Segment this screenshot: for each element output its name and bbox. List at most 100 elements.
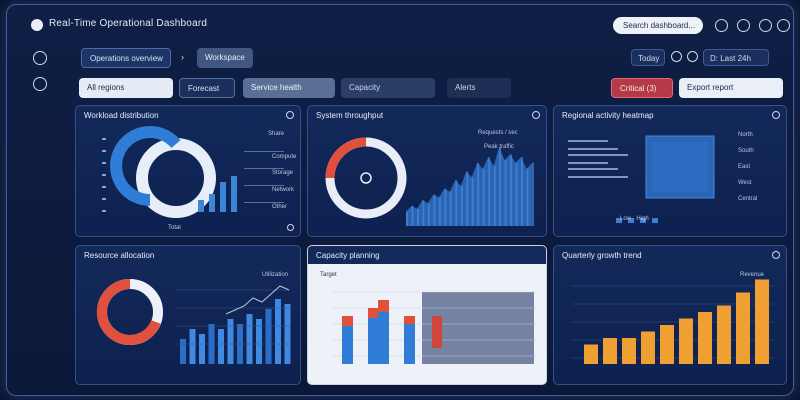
home-icon[interactable]	[33, 51, 47, 65]
bar	[679, 318, 693, 364]
clock-icon[interactable]	[687, 51, 698, 62]
panel-title: Regional activity heatmap	[562, 111, 654, 120]
bar	[404, 316, 415, 364]
bar	[736, 292, 750, 364]
area-column	[449, 191, 452, 226]
legend-title: Utilization	[262, 272, 289, 278]
axis-tick	[102, 174, 106, 176]
user-icon[interactable]	[759, 19, 772, 32]
bar-highlight	[432, 316, 442, 348]
bar	[641, 331, 655, 364]
area-column	[438, 197, 441, 226]
area-column	[521, 157, 523, 226]
analytics-icon[interactable]	[33, 77, 47, 91]
filter-forecast[interactable]: Forecast	[179, 78, 235, 98]
panel-header-bar	[308, 246, 546, 264]
legend-title: Share	[268, 131, 285, 137]
range-select[interactable]: D: Last 24h	[703, 49, 769, 66]
bar	[209, 194, 215, 212]
search-input[interactable]: Search dashboard...	[613, 17, 703, 34]
filter-alerts[interactable]: Alerts	[447, 78, 511, 98]
panel-resource-allocation: Resource allocation Utilization	[75, 245, 301, 385]
area-column	[488, 157, 491, 226]
critical-alerts-button[interactable]: Critical (3)	[611, 78, 673, 98]
area-column	[499, 147, 502, 226]
axis-tick	[102, 138, 106, 140]
legend-item: Storage	[272, 170, 294, 176]
donut-segment-accent	[325, 137, 367, 179]
panel-title: Resource allocation	[84, 251, 155, 260]
bar	[256, 319, 262, 364]
area-column	[411, 205, 414, 226]
bar	[199, 334, 205, 364]
view-selector[interactable]: Operations overview	[81, 48, 171, 68]
notification-icon[interactable]	[715, 19, 728, 32]
legend-item: Other	[272, 204, 288, 210]
panel-title: System throughput	[316, 111, 384, 120]
bar	[231, 176, 237, 212]
filter-capacity[interactable]: Capacity	[341, 78, 435, 98]
app-title: Real-Time Operational Dashboard	[49, 18, 208, 29]
legend-item: Peak traffic	[484, 144, 514, 150]
panel-footer-label: Total	[168, 225, 181, 231]
filter-region[interactable]: All regions	[79, 78, 173, 98]
bar	[717, 305, 731, 364]
heatmap-row-label	[568, 176, 628, 178]
resource-chart	[96, 278, 291, 364]
bar	[622, 338, 636, 364]
filter-service-health[interactable]: Service health	[243, 78, 335, 98]
panel-menu-icon[interactable]	[772, 251, 780, 259]
legend-item: East	[738, 164, 751, 170]
chevron-right-icon: ›	[181, 52, 184, 62]
area-column	[493, 165, 496, 226]
scale-chip	[652, 218, 658, 223]
logo-icon	[31, 19, 43, 31]
workload-chart	[102, 126, 237, 218]
bar	[180, 339, 186, 364]
legend-item: South	[738, 148, 754, 154]
legend-item: West	[738, 180, 752, 186]
refresh-icon[interactable]	[671, 51, 682, 62]
bar-cap	[378, 300, 389, 312]
bar	[189, 329, 196, 364]
axis-tick	[102, 210, 106, 212]
bar	[198, 200, 204, 212]
area-column	[455, 180, 458, 226]
legend-title: Target	[320, 272, 337, 278]
axis-tick	[102, 186, 106, 188]
scale-chip	[628, 218, 634, 223]
legend-item: North	[738, 132, 753, 138]
menu-icon[interactable]	[777, 19, 790, 32]
legend-item: Central	[738, 196, 758, 202]
settings-icon[interactable]	[737, 19, 750, 32]
heatmap-row-label	[568, 140, 608, 142]
panel-menu-icon[interactable]	[772, 111, 780, 119]
area-column	[515, 162, 518, 226]
heatmap-row-label	[568, 148, 618, 150]
legend-title: Requests / sec	[478, 130, 518, 136]
area-column	[526, 168, 529, 226]
expand-icon[interactable]	[287, 224, 294, 231]
legend-item: Compute	[272, 154, 297, 160]
panel-workload: Workload distribution Share Compute Stor…	[75, 105, 301, 237]
export-report-button[interactable]: Export report	[679, 78, 783, 98]
period-select[interactable]: Today	[631, 49, 665, 66]
bar	[584, 344, 598, 364]
bar-cap	[368, 308, 379, 318]
panel-menu-icon[interactable]	[286, 111, 294, 119]
donut-segment-accent	[96, 278, 161, 345]
bar	[342, 316, 353, 364]
panel-heatmap: Regional activity heatmap North South Ea…	[553, 105, 787, 237]
bar	[246, 314, 253, 364]
panel-capacity: Capacity planning Capacity planning Targ…	[307, 245, 547, 385]
heatmap-row-label	[568, 162, 608, 164]
panel-throughput: System throughput Requests / sec Peak tr…	[307, 105, 547, 237]
legend-title: Revenue	[740, 272, 765, 278]
area-column	[477, 162, 480, 226]
scale-chip	[640, 218, 646, 223]
area-column	[471, 177, 474, 226]
bar	[660, 325, 674, 364]
tab-workspace[interactable]: Workspace	[197, 48, 253, 68]
panel-menu-icon[interactable]	[532, 111, 540, 119]
bar-cap	[404, 316, 415, 324]
